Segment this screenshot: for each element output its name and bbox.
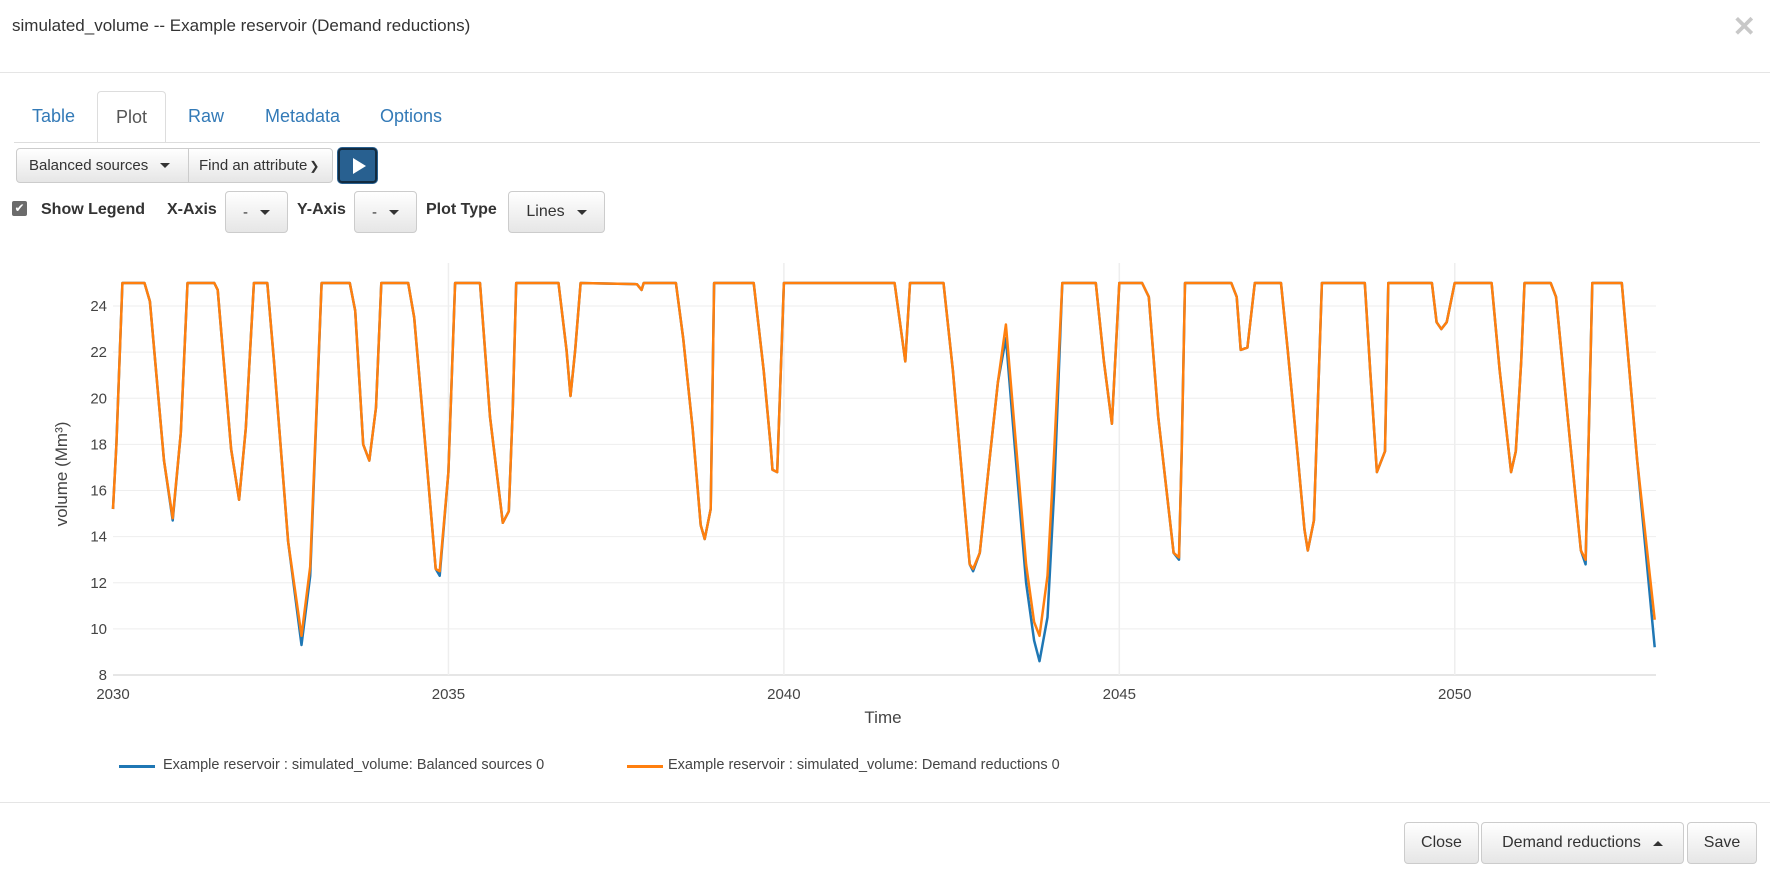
legend-item-demand[interactable]: Example reservoir : simulated_volume: De… bbox=[668, 757, 1060, 773]
x-axis-value: - bbox=[243, 203, 248, 221]
volume-chart[interactable]: 8 10 12 14 16 18 20 22 24 2030 2035 2040 2045 2050 vo… bbox=[0, 250, 1770, 740]
y-tick-label: 18 bbox=[90, 436, 107, 453]
series-line-1 bbox=[111, 281, 1656, 638]
tab-metadata[interactable]: Metadata bbox=[265, 106, 341, 126]
plot-type-label: Plot Type bbox=[426, 201, 497, 218]
y-tick-label: 14 bbox=[90, 529, 107, 546]
caret-down-icon bbox=[576, 209, 587, 215]
x-tick-label: 2050 bbox=[1438, 686, 1471, 703]
scenario-dropup-button[interactable]: Demand reductions bbox=[1481, 822, 1684, 864]
tab-raw[interactable]: Raw bbox=[188, 106, 225, 126]
close-button[interactable]: Close bbox=[1404, 822, 1479, 864]
close-icon[interactable]: ✕ bbox=[1732, 11, 1756, 42]
x-tick-label: 2035 bbox=[432, 686, 465, 703]
x-axis-select[interactable]: - bbox=[225, 191, 288, 233]
attribute-select[interactable]: Find an attribute ❯ bbox=[188, 148, 333, 183]
caret-down-icon bbox=[160, 163, 171, 168]
scenario-select[interactable]: Balanced sources bbox=[16, 148, 189, 183]
caret-up-icon bbox=[1652, 840, 1663, 846]
y-tick-label: 22 bbox=[90, 344, 107, 361]
scenario-select-label: Balanced sources bbox=[29, 157, 149, 174]
y-tick-label: 16 bbox=[90, 483, 107, 500]
y-axis-select[interactable]: - bbox=[354, 191, 417, 233]
play-icon bbox=[352, 157, 366, 174]
x-axis-label: X-Axis bbox=[167, 201, 217, 218]
tab-table[interactable]: Table bbox=[32, 106, 76, 126]
caret-down-icon bbox=[260, 209, 270, 215]
y-axis-title: volume (Mm³) bbox=[52, 422, 71, 527]
y-axis-value: - bbox=[372, 203, 377, 221]
legend-item-balanced[interactable]: Example reservoir : simulated_volume: Ba… bbox=[163, 757, 545, 773]
tabs-divider bbox=[14, 142, 1760, 143]
legend-swatch-demand bbox=[627, 765, 663, 768]
x-tick-label: 2030 bbox=[96, 686, 129, 703]
x-axis-title: Time bbox=[864, 708, 901, 727]
y-tick-label: 24 bbox=[90, 298, 107, 315]
plot-type-value: Lines bbox=[526, 203, 565, 220]
y-tick-label: 20 bbox=[90, 390, 107, 407]
y-tick-label: 12 bbox=[90, 575, 107, 592]
tab-plot[interactable]: Plot bbox=[97, 91, 166, 143]
show-legend-checkbox[interactable]: ✔ bbox=[12, 201, 27, 216]
footer-divider bbox=[0, 802, 1770, 803]
tab-options[interactable]: Options bbox=[380, 106, 443, 126]
x-tick-label: 2045 bbox=[1103, 686, 1136, 703]
attribute-select-label: Find an attribute bbox=[199, 157, 308, 174]
show-legend-label: Show Legend bbox=[41, 201, 145, 218]
scenario-dropup-label: Demand reductions bbox=[1502, 834, 1641, 851]
play-button[interactable] bbox=[338, 148, 377, 183]
y-axis-label: Y-Axis bbox=[297, 201, 346, 218]
header-divider bbox=[0, 72, 1770, 73]
y-tick-label: 8 bbox=[99, 667, 107, 684]
plot-type-select[interactable]: Lines bbox=[508, 191, 605, 233]
window-title: simulated_volume -- Example reservoir (D… bbox=[12, 16, 471, 35]
chevron-down-icon: ❯ bbox=[309, 158, 320, 173]
legend-swatch-balanced bbox=[119, 765, 155, 768]
y-tick-label: 10 bbox=[90, 621, 107, 638]
caret-down-icon bbox=[389, 209, 399, 215]
save-button[interactable]: Save bbox=[1687, 822, 1757, 864]
x-tick-label: 2040 bbox=[767, 686, 800, 703]
series-line-0 bbox=[111, 281, 1656, 663]
